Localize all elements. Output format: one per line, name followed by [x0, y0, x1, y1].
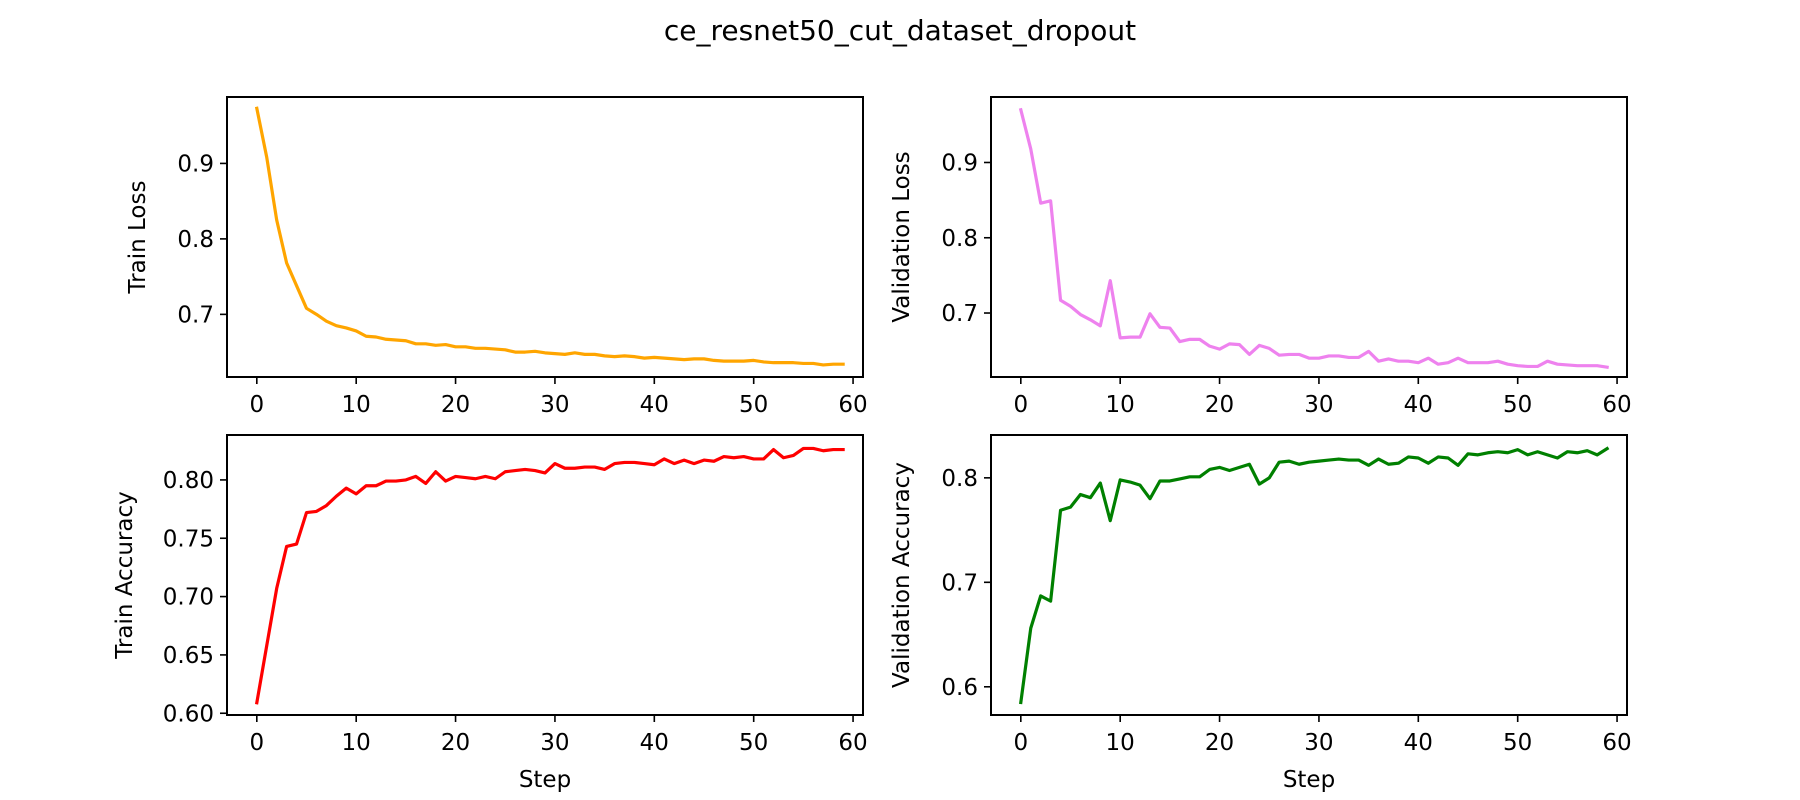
- validation-loss-subplot: 0 10 20 30 40 50 60 0.7 0.8 0.9 Validation Loss: [889, 96, 1632, 418]
- train-accuracy-y-tick-label: 0.60: [163, 701, 214, 727]
- train-accuracy-x-tick-label: 10: [342, 730, 371, 756]
- train-loss-series-line: [254, 106, 845, 367]
- subplots: 0 10 20 30 40 50 60 0.7 0.8 0.9 Train Loss 0 10 20 30 4…: [112, 96, 1632, 793]
- validation-accuracy-x-tick-label: 0: [1013, 730, 1028, 756]
- validation-accuracy-x-tick-label: 40: [1404, 730, 1433, 756]
- train-accuracy-y-tick-label: 0.65: [163, 643, 214, 669]
- validation-loss-x-tick-label: 20: [1205, 392, 1234, 418]
- validation-accuracy-y-axis-label: Validation Accuracy: [889, 462, 915, 688]
- train-accuracy-y-axis-label: Train Accuracy: [112, 491, 138, 660]
- validation-loss-x-tick-label: 30: [1304, 392, 1333, 418]
- train-accuracy-x-tick-label: 60: [838, 730, 867, 756]
- validation-accuracy-y-tick-label: 0.8: [941, 466, 978, 492]
- figure-title: ce_resnet50_cut_dataset_dropout: [664, 14, 1136, 47]
- validation-loss-x-tick-label: 60: [1602, 392, 1631, 418]
- train-loss-y-axis-label: Train Loss: [125, 181, 151, 295]
- train-accuracy-y-tick-label: 0.70: [163, 585, 214, 611]
- train-accuracy-x-tick-label: 40: [640, 730, 669, 756]
- train-loss-x-tick-label: 0: [249, 392, 264, 418]
- validation-accuracy-x-tick-label: 60: [1602, 730, 1631, 756]
- validation-accuracy-x-tick-label: 10: [1106, 730, 1135, 756]
- validation-accuracy-x-axis-label: Step: [1283, 767, 1335, 793]
- train-accuracy-x-axis-label: Step: [519, 767, 571, 793]
- train-loss-x-tick-label: 50: [739, 392, 768, 418]
- train-loss-subplot: 0 10 20 30 40 50 60 0.7 0.8 0.9 Train Loss: [125, 96, 868, 418]
- train-loss-y-tick-label: 0.8: [177, 227, 214, 253]
- validation-accuracy-axes-frame: [990, 434, 1628, 716]
- train-accuracy-y-tick-label: 0.80: [163, 468, 214, 494]
- validation-accuracy-x-tick-label: 30: [1304, 730, 1333, 756]
- validation-loss-y-tick-label: 0.9: [941, 150, 978, 176]
- train-accuracy-axes-frame: [226, 434, 864, 716]
- validation-accuracy-y-tick-label: 0.6: [941, 675, 978, 701]
- validation-loss-x-tick-label: 10: [1106, 392, 1135, 418]
- train-accuracy-x-tick-label: 50: [739, 730, 768, 756]
- train-accuracy-x-tick-label: 0: [249, 730, 264, 756]
- validation-accuracy-subplot: 0 10 20 30 40 50 60 0.6 0.7 0.8 Validation Accurac…: [889, 434, 1632, 793]
- validation-accuracy-series-line: [1019, 446, 1610, 705]
- validation-loss-y-tick-label: 0.7: [941, 301, 978, 327]
- validation-accuracy-x-tick-label: 50: [1503, 730, 1532, 756]
- train-loss-x-tick-label: 20: [441, 392, 470, 418]
- validation-loss-x-tick-label: 50: [1503, 392, 1532, 418]
- train-accuracy-x-tick-label: 30: [540, 730, 569, 756]
- train-loss-y-tick-label: 0.7: [177, 302, 214, 328]
- train-loss-x-tick-label: 60: [838, 392, 867, 418]
- train-accuracy-series-line: [254, 446, 845, 705]
- train-loss-x-tick-label: 10: [342, 392, 371, 418]
- validation-accuracy-y-tick-label: 0.7: [941, 570, 978, 596]
- train-accuracy-y-tick-label: 0.75: [163, 526, 214, 552]
- validation-accuracy-x-tick-label: 20: [1205, 730, 1234, 756]
- validation-loss-y-axis-label: Validation Loss: [889, 151, 915, 322]
- train-loss-x-tick-label: 40: [640, 392, 669, 418]
- train-accuracy-subplot: 0 10 20 30 40 50 60 0.60 0.65 0.70 0.75 0.80 Train A…: [112, 434, 868, 793]
- train-loss-x-tick-label: 30: [540, 392, 569, 418]
- train-accuracy-x-tick-label: 20: [441, 730, 470, 756]
- validation-loss-series-line: [1018, 107, 1609, 370]
- train-loss-y-tick-label: 0.9: [177, 151, 214, 177]
- train-loss-axes-frame: [226, 96, 864, 378]
- validation-loss-x-tick-label: 40: [1404, 392, 1433, 418]
- validation-loss-y-tick-label: 0.8: [941, 226, 978, 252]
- validation-loss-x-tick-label: 0: [1013, 392, 1028, 418]
